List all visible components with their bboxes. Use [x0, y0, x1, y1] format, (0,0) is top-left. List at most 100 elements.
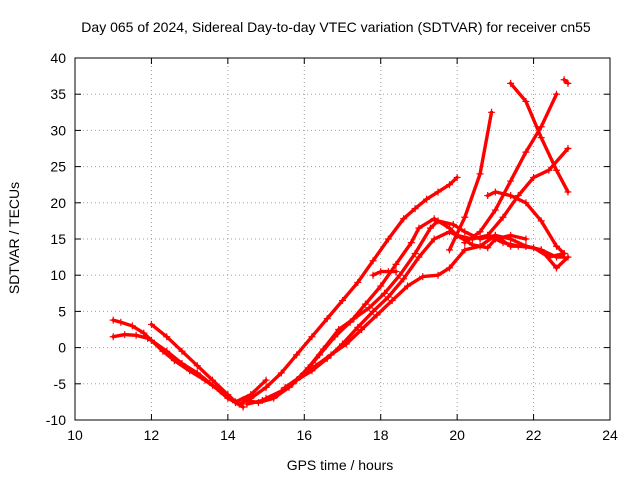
y-tick-label: -5 [54, 376, 67, 392]
data-point [507, 242, 515, 250]
data-point [400, 215, 408, 223]
data-point [507, 177, 515, 185]
data-point [392, 260, 400, 268]
data-point [461, 246, 469, 254]
data-point [430, 235, 438, 243]
data-point [553, 90, 560, 98]
data-point [361, 300, 369, 308]
data-point [369, 271, 377, 279]
data-point [258, 396, 266, 404]
data-point [369, 257, 377, 265]
data-point [296, 373, 304, 381]
data-point [484, 192, 492, 200]
series-line [371, 269, 398, 277]
data-point [132, 331, 140, 339]
data-point [434, 217, 442, 225]
data-point [140, 329, 148, 337]
data-point [560, 76, 568, 84]
data-point [507, 79, 515, 87]
x-tick-label: 10 [67, 427, 83, 443]
data-point [262, 376, 270, 384]
data-point [262, 394, 270, 402]
data-point [411, 205, 419, 213]
chart-title: Day 065 of 2024, Sidereal Day-to-day VTE… [81, 19, 591, 35]
y-tick-label: 35 [50, 86, 66, 102]
axis-layer: 10 12 14 16 18 20 22 24 -10 -5 0 5 10 15 20 25 30 35 40 [46, 50, 618, 443]
x-tick-label: 14 [220, 427, 236, 443]
data-point [407, 239, 415, 247]
data-point [488, 108, 496, 116]
data-point [239, 403, 247, 411]
data-point [553, 242, 560, 250]
series-pass-k [484, 188, 568, 257]
data-point [522, 242, 530, 250]
data-point [365, 304, 373, 312]
data-point [564, 145, 572, 152]
data-point [434, 271, 442, 279]
data-point [400, 275, 408, 283]
data-point [476, 170, 484, 178]
x-tick-label: 18 [373, 427, 389, 443]
data-point [461, 228, 469, 236]
data-point [396, 271, 404, 279]
data-point [449, 221, 457, 229]
series-pass-g [281, 231, 572, 391]
data-point [277, 369, 285, 377]
data-point [491, 206, 499, 214]
data-point [491, 188, 499, 196]
data-point [319, 345, 327, 353]
data-point [499, 213, 507, 221]
series-pass-i [369, 268, 400, 279]
data-point [446, 181, 453, 189]
series-pass-m [507, 79, 572, 196]
data-point [537, 123, 545, 131]
data-point [461, 239, 469, 247]
data-point [507, 192, 515, 200]
data-point [327, 351, 335, 359]
data-point [117, 318, 125, 326]
data-point [522, 199, 530, 207]
data-point [201, 376, 209, 384]
data-point [121, 331, 129, 339]
series-pass-o [560, 76, 572, 87]
data-point [384, 268, 392, 276]
data-point [308, 333, 316, 341]
data-point [446, 228, 453, 236]
data-point [446, 246, 453, 254]
data-point [388, 297, 396, 305]
data-point [430, 215, 438, 223]
data-point [144, 334, 152, 342]
data-point [514, 192, 522, 200]
data-point [147, 336, 155, 344]
data-point [262, 383, 270, 391]
data-point [446, 264, 453, 272]
data-point [476, 242, 484, 250]
y-tick-label: 25 [50, 159, 66, 175]
data-point [384, 293, 392, 301]
data-point [224, 391, 232, 399]
data-point [350, 315, 358, 323]
y-tick-label: 30 [50, 122, 66, 138]
data-point [384, 235, 392, 243]
data-point [491, 231, 499, 239]
data-point [247, 391, 255, 399]
y-tick-label: 20 [50, 195, 66, 211]
data-point [354, 278, 362, 286]
data-point [564, 188, 572, 196]
data-point [530, 173, 538, 181]
data-point [415, 224, 423, 232]
data-point [564, 79, 572, 87]
data-point [453, 173, 461, 181]
data-point [128, 322, 136, 330]
y-tick-label: 40 [50, 50, 66, 66]
data-point [522, 235, 530, 243]
x-tick-label: 24 [602, 427, 618, 443]
data-point [476, 228, 484, 236]
series-pass-j [446, 108, 496, 254]
data-point [342, 340, 350, 348]
data-point [178, 347, 186, 355]
y-tick-label: 0 [58, 340, 66, 356]
data-point [186, 367, 194, 375]
